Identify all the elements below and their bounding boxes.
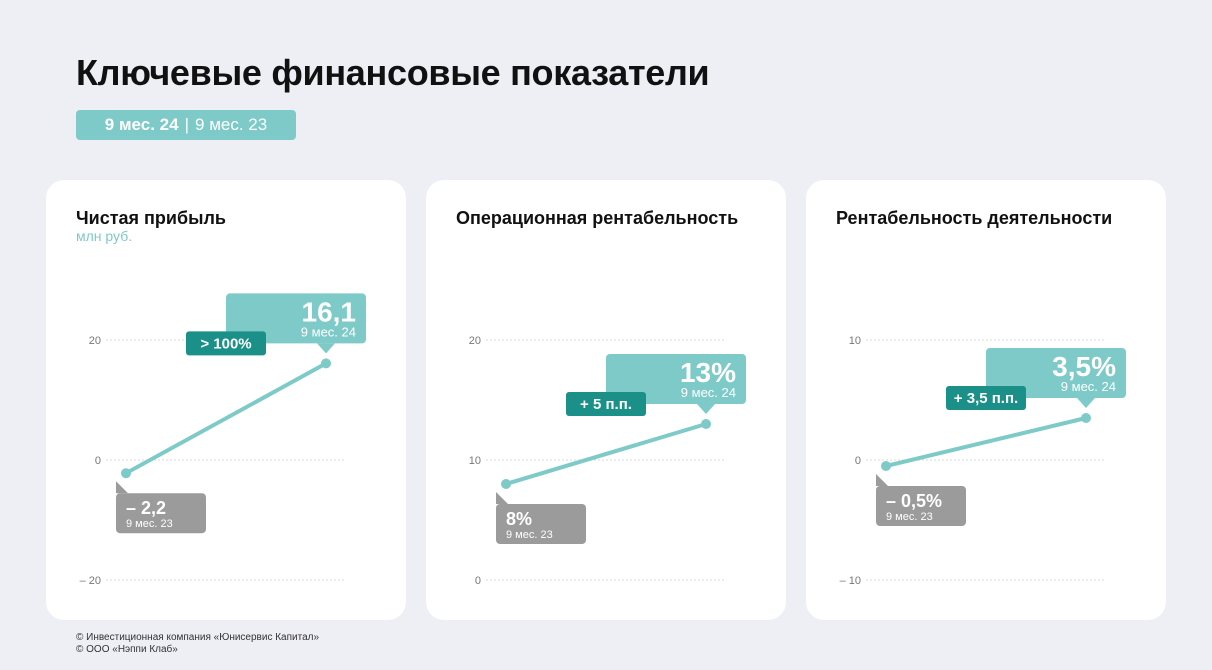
data-label: 16,1: [302, 296, 357, 327]
footer-line: © Инвестиционная компания «Юнисервис Кап…: [76, 632, 320, 643]
period-current: 9 мес. 24: [104, 115, 179, 134]
change-badge: [566, 392, 646, 416]
callout-pointer: [1077, 398, 1095, 408]
data-sublabel: 9 мес. 23: [506, 529, 553, 541]
activity-margin-chart: – 10 0 10 – 0,5%9 мес. 23 3,5%9 мес. 24 + 3,5…: [840, 335, 1126, 587]
data-point: [321, 358, 331, 369]
series-line: [124, 361, 328, 476]
data-point: [1081, 413, 1091, 423]
net-profit-chart: – 20 0 20 – 2,29 мес. 23 16,19 мес. 24 > 100%: [80, 293, 366, 587]
y-tick-label: 20: [89, 335, 101, 347]
change-label: > 100%: [200, 335, 251, 352]
data-point: [501, 479, 511, 489]
y-tick-label: 20: [469, 335, 481, 347]
data-point: [881, 461, 891, 471]
page-title: Ключевые финансовые показатели: [76, 52, 710, 93]
chart-title: Чистая прибыль: [76, 208, 226, 228]
y-tick-label: 10: [469, 455, 481, 467]
callout-pointer: [496, 492, 508, 504]
y-tick-label: 0: [855, 455, 861, 467]
chart-unit: млн руб.: [76, 228, 133, 244]
y-tick-label: – 10: [840, 575, 861, 587]
y-tick-label: 0: [475, 575, 481, 587]
callout-pointer: [317, 343, 335, 354]
chart-title: Операционная рентабельность: [456, 208, 739, 228]
y-tick-label: – 20: [80, 575, 101, 587]
data-sublabel: 9 мес. 23: [886, 511, 933, 523]
data-sublabel: 9 мес. 24: [1061, 379, 1116, 394]
data-sublabel: 9 мес. 23: [126, 518, 173, 530]
change-label: + 5 п.п.: [580, 396, 632, 413]
series-line: [884, 416, 1088, 468]
data-point: [121, 468, 131, 479]
change-badge: [946, 386, 1026, 410]
data-label: 3,5%: [1052, 351, 1116, 382]
footer-line: © ООО «Нэппи Клаб»: [76, 644, 178, 655]
series-line: [504, 422, 708, 486]
change-badge: [186, 331, 266, 356]
data-label: 13%: [680, 357, 736, 388]
chart-card-net-profit: Чистая прибыль млн руб. – 20 0 20– 2,2 9 ме…: [46, 180, 406, 620]
chart-card-operating-margin: Операционная рентабельность 0 10 20 8% 9 мес…: [426, 180, 786, 620]
period-separator: |: [184, 115, 190, 134]
data-sublabel: 9 мес. 24: [681, 385, 736, 400]
callout-pointer: [697, 404, 715, 414]
operating-margin-chart: 0 10 20 8%9 мес. 23 13%9 мес. 24 + 5 п.п.: [469, 335, 746, 587]
callout-current: [986, 348, 1126, 398]
data-label: – 2,2: [126, 498, 166, 518]
callout-previous: [876, 486, 966, 526]
data-point: [701, 419, 711, 429]
data-sublabel: 9 мес. 24: [301, 324, 356, 339]
chart-card-activity-margin: Рентабельность деятельности – 10 0 10 – 0,5…: [806, 180, 1166, 620]
callout-pointer: [116, 481, 128, 494]
period-badge: 9 мес. 24 | 9 мес. 23: [76, 110, 296, 140]
callout-current: [606, 354, 746, 404]
period-previous: 9 мес. 23: [195, 115, 268, 134]
data-label: – 0,5%: [886, 491, 942, 511]
chart-title: Рентабельность деятельности: [836, 208, 1113, 228]
y-tick-label: 0: [95, 455, 101, 467]
callout-current: [226, 293, 366, 344]
data-label: 8%: [506, 509, 532, 529]
callout-pointer: [876, 474, 888, 486]
footer: © Инвестиционная компания «Юнисервис Кап…: [76, 632, 319, 656]
y-tick-label: 10: [849, 335, 861, 347]
callout-previous: [116, 493, 206, 534]
change-label: + 3,5 п.п.: [954, 390, 1018, 407]
callout-previous: [496, 504, 586, 544]
